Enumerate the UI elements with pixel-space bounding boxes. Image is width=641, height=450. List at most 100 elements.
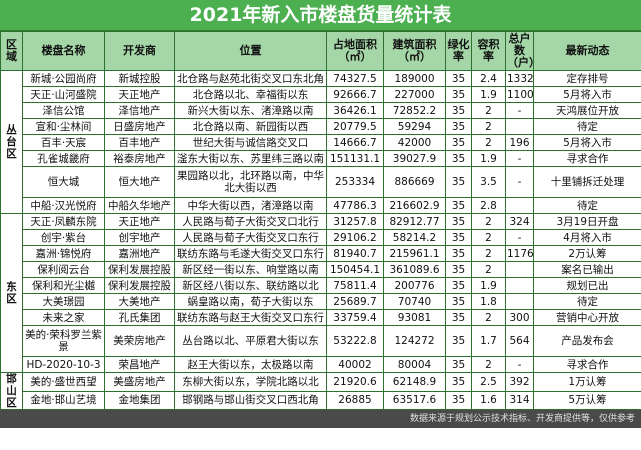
cell-far: 2 <box>471 213 506 230</box>
header-build-area: 建筑面积（㎡） <box>383 31 446 71</box>
cell-developer: 嘉洲地产 <box>104 245 175 262</box>
header-row: 区域 楼盘名称 开发商 位置 占地面积（㎡） 建筑面积（㎡） 绿化率 容积率 总… <box>0 31 641 71</box>
cell-land-area: 81940.7 <box>326 245 384 262</box>
cell-households: 1100 <box>505 86 534 103</box>
cell-households: 196 <box>505 134 534 151</box>
cell-land-area: 151131.1 <box>326 150 384 167</box>
cell-news: 3月19日开盘 <box>533 213 641 230</box>
cell-far: 2.4 <box>471 70 506 87</box>
cell-location: 果园路以北，北环路以南，中华北大街以西 <box>174 166 327 198</box>
cell-news: 2万认筹 <box>533 245 641 262</box>
cell-location: 北仓路与赵苑北街交叉口东北角 <box>174 70 327 87</box>
cell-land-area: 21920.6 <box>326 372 384 392</box>
cell-households: - <box>505 102 534 119</box>
cell-green: 35 <box>445 309 472 326</box>
cell-location: 联纺东路与赵王大街交叉口东行 <box>174 309 327 326</box>
cell-developer: 裕泰房地产 <box>104 150 175 167</box>
cell-news: 待定 <box>533 197 641 214</box>
cell-households: 1176 <box>505 245 534 262</box>
cell-far: 2 <box>471 261 506 278</box>
cell-far: 1.9 <box>471 86 506 103</box>
cell-name: 未来之家 <box>22 309 105 326</box>
cell-name: 大美璟园 <box>22 293 105 310</box>
cell-households: 564 <box>505 325 534 357</box>
cell-far: 3.5 <box>471 166 506 198</box>
inventory-table: 区域 楼盘名称 开发商 位置 占地面积（㎡） 建筑面积（㎡） 绿化率 容积率 总… <box>0 31 641 410</box>
cell-developer: 孔氏集团 <box>104 309 175 326</box>
cell-green: 35 <box>445 70 472 87</box>
cell-green: 35 <box>445 86 472 103</box>
cell-land-area: 47786.3 <box>326 197 384 214</box>
cell-green: 35 <box>445 102 472 119</box>
cell-name: 创宇·紫台 <box>22 229 105 246</box>
cell-build-area: 886669 <box>383 166 446 198</box>
cell-build-area: 70740 <box>383 293 446 310</box>
cell-location: 邯钢路与邯山街交叉口西北角 <box>174 390 327 410</box>
table-row: 大美璟园 大美地产 蜗皇路以南，荀子大街以东 25689.7 70740 35 1.8 待定 <box>1 293 641 310</box>
header-name: 楼盘名称 <box>22 31 105 71</box>
cell-households <box>505 277 534 294</box>
cell-build-area: 200776 <box>383 277 446 294</box>
cell-far: 2 <box>471 102 506 119</box>
cell-land-area: 33759.4 <box>326 309 384 326</box>
cell-far: 2 <box>471 356 506 373</box>
cell-news: 4月将入市 <box>533 229 641 246</box>
cell-news: 寻求合作 <box>533 356 641 373</box>
cell-build-area: 216602.9 <box>383 197 446 214</box>
cell-news: 定存排号 <box>533 70 641 87</box>
header-far: 容积率 <box>471 31 506 71</box>
table-row: 保利阅云台 保利发展控股 新区经一街以东、响堂路以南 150454.1 361089.6… <box>1 261 641 278</box>
cell-build-area: 82912.77 <box>383 213 446 230</box>
cell-build-area: 42000 <box>383 134 446 151</box>
region-cell: 东区 <box>0 213 23 373</box>
cell-households <box>505 197 534 214</box>
cell-name: HD-2020-10-3 <box>22 356 105 373</box>
cell-name: 美的·荣科罗兰紫景 <box>22 325 105 357</box>
cell-far: 2 <box>471 245 506 262</box>
cell-name: 新城·公园尚府 <box>22 70 105 87</box>
cell-far: 2 <box>471 229 506 246</box>
cell-developer: 美荣房地产 <box>104 325 175 357</box>
header-region: 区域 <box>0 31 23 71</box>
cell-households <box>505 118 534 135</box>
cell-green: 35 <box>445 118 472 135</box>
cell-developer: 大美地产 <box>104 293 175 310</box>
table-row: 天正·山河盛院 天正地产 北仓路以北、幸福街以东 92666.7 227000 35 1.9… <box>1 86 641 103</box>
cell-news: 营销中心开放 <box>533 309 641 326</box>
cell-build-area: 39027.9 <box>383 150 446 167</box>
table-row: 嘉洲·锦悦府 嘉洲地产 联纺东路与毛遂大街交叉口东行 81940.7 215961.1 3… <box>1 245 641 262</box>
cell-green: 35 <box>445 390 472 410</box>
page-title: 2021年新入市楼盘货量统计表 <box>0 0 641 31</box>
table-row: 中船·汉光悦府 中船久华地产 中华大街以西，渚漳路以南 47786.3 216602.9… <box>1 197 641 214</box>
cell-green: 35 <box>445 166 472 198</box>
cell-news: 待定 <box>533 118 641 135</box>
cell-far: 1.7 <box>471 325 506 357</box>
table-row: 恒大城 恒大地产 果园路以北，北环路以南，中华北大街以西 253334 886669 35… <box>1 166 641 198</box>
cell-land-area: 75811.4 <box>326 277 384 294</box>
region-cell: 丛台区 <box>0 70 23 214</box>
cell-build-area: 63517.6 <box>383 390 446 410</box>
cell-developer: 金地集团 <box>104 390 175 410</box>
cell-location: 东柳大街以东，学院北路以北 <box>174 372 327 392</box>
header-developer: 开发商 <box>104 31 175 71</box>
table-row: 美的·荣科罗兰紫景 美荣房地产 丛台路以北、平原君大街以东 53222.8 124272… <box>1 325 641 357</box>
cell-developer: 百丰地产 <box>104 134 175 151</box>
cell-location: 丛台路以北、平原君大街以东 <box>174 325 327 357</box>
cell-green: 35 <box>445 356 472 373</box>
cell-households: 324 <box>505 213 534 230</box>
cell-households: - <box>505 356 534 373</box>
cell-land-area: 92666.7 <box>326 86 384 103</box>
cell-households <box>505 293 534 310</box>
cell-far: 2 <box>471 118 506 135</box>
header-location: 位置 <box>174 31 327 71</box>
cell-households: - <box>505 229 534 246</box>
cell-news: 产品发布会 <box>533 325 641 357</box>
cell-developer: 美盛房地产 <box>104 372 175 392</box>
cell-build-area: 93081 <box>383 309 446 326</box>
cell-name: 美的·盛世西望 <box>22 372 105 392</box>
cell-name: 保利和光尘樾 <box>22 277 105 294</box>
cell-news: 5月将入市 <box>533 86 641 103</box>
cell-land-area: 150454.1 <box>326 261 384 278</box>
cell-green: 35 <box>445 245 472 262</box>
cell-far: 2 <box>471 134 506 151</box>
